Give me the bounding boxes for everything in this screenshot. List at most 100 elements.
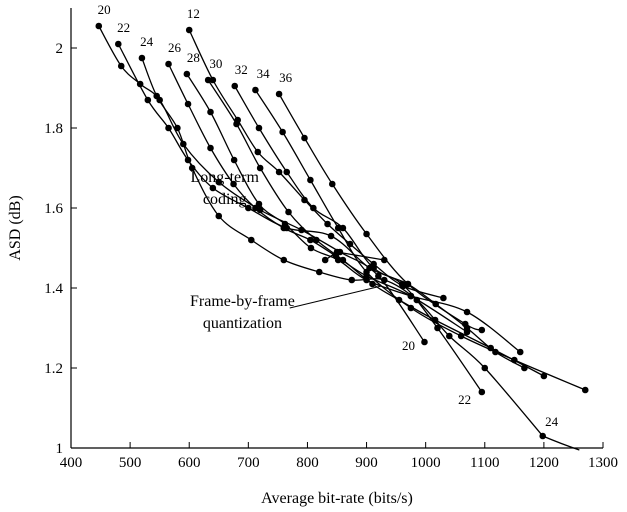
data-point <box>516 348 524 356</box>
data-point <box>215 212 223 220</box>
data-point <box>511 356 518 364</box>
curve-label: 22 <box>458 392 471 407</box>
data-point <box>307 176 314 184</box>
data-point <box>230 156 238 164</box>
curve-label: 24 <box>140 34 154 49</box>
y-tick-label: 1.4 <box>44 281 63 297</box>
data-point <box>440 294 447 302</box>
annotation-text: coding <box>203 191 247 208</box>
frame-by-frame-series-24 <box>138 54 580 451</box>
x-tick-label: 700 <box>237 455 260 471</box>
frame-by-frame-annotation: Frame-by-frame quantization <box>190 285 382 332</box>
x-tick-label: 500 <box>119 455 142 471</box>
curve-label: 30 <box>209 56 222 71</box>
frame-by-frame-series-22 <box>114 40 486 396</box>
data-point <box>165 60 172 68</box>
data-point <box>280 256 288 264</box>
y-tick-label: 1.2 <box>44 361 63 377</box>
data-point <box>301 196 308 204</box>
long-term-line <box>188 29 444 299</box>
data-point <box>185 26 193 34</box>
curve-label: 32 <box>235 62 248 77</box>
data-point <box>334 224 342 232</box>
annotation-text: Long-term <box>190 169 259 186</box>
data-point <box>327 232 335 240</box>
curve-label: 20 <box>402 338 415 353</box>
data-point <box>370 264 377 272</box>
data-point <box>283 168 291 176</box>
data-point <box>307 244 315 252</box>
x-tick-label: 1000 <box>411 455 441 471</box>
y-tick-label: 2 <box>56 41 64 57</box>
x-tick-label: 1200 <box>529 455 559 471</box>
long-term-series-36 <box>275 90 486 334</box>
data-point <box>95 22 103 30</box>
curve-label: 36 <box>279 70 293 85</box>
data-point <box>174 124 181 132</box>
x-tick-label: 400 <box>60 455 83 471</box>
long-term-series-34 <box>252 86 589 394</box>
long-term-line <box>186 73 521 353</box>
y-tick-label: 1.8 <box>44 121 63 137</box>
data-point <box>521 364 528 372</box>
axes: 400 500 600 700 800 900 1000 1100 1200 1300 1 1.2 1.… <box>44 8 618 471</box>
long-term-line <box>278 93 483 331</box>
data-point <box>165 124 172 132</box>
data-point <box>209 76 217 84</box>
long-term-series-28 <box>183 70 524 356</box>
data-point <box>275 90 283 98</box>
data-point <box>252 86 259 94</box>
data-point <box>328 180 336 188</box>
x-tick-label: 1300 <box>588 455 618 471</box>
data-point <box>333 248 341 256</box>
y-tick-label: 1.6 <box>44 201 63 217</box>
x-tick-label: 900 <box>355 455 378 471</box>
curve-label: 22 <box>117 20 130 35</box>
data-point <box>407 292 415 300</box>
data-point <box>463 308 471 316</box>
x-tick-label: 800 <box>296 455 319 471</box>
data-point <box>540 372 548 380</box>
long-term-series-12 <box>185 26 447 302</box>
data-point <box>363 268 370 276</box>
x-axis-label: Average bit-rate (bits/s) <box>261 490 413 507</box>
data-point <box>339 256 347 264</box>
data-point <box>369 280 376 288</box>
data-point <box>144 96 152 104</box>
data-point <box>407 304 415 312</box>
data-point <box>255 200 263 208</box>
data-point <box>138 54 146 62</box>
data-point <box>233 120 240 128</box>
data-point <box>230 180 237 188</box>
curve-label: 12 <box>187 6 200 21</box>
data-point <box>183 70 191 78</box>
data-point <box>204 76 212 84</box>
connector-series <box>321 248 388 264</box>
curve-label: 28 <box>187 50 200 65</box>
data-point <box>375 272 382 280</box>
data-point <box>247 236 255 244</box>
data-point <box>313 236 320 244</box>
data-point <box>279 128 286 136</box>
data-point <box>188 164 196 172</box>
data-point <box>478 388 486 396</box>
y-axis-label: ASD (dB) <box>7 195 24 260</box>
data-point <box>481 364 489 372</box>
data-point <box>231 82 239 90</box>
frame-by-frame-line <box>141 57 544 437</box>
data-point <box>209 184 217 192</box>
data-point <box>153 92 161 100</box>
data-point <box>421 338 428 346</box>
data-point <box>315 268 323 276</box>
curve-label: 26 <box>168 40 182 55</box>
data-point <box>255 124 263 132</box>
x-tick-label: 1100 <box>470 455 499 471</box>
curve-label: 20 <box>98 2 111 17</box>
data-point <box>275 168 283 176</box>
curve-label: 34 <box>257 66 271 81</box>
curve-labels: 20 22 24 26 28 30 12 32 34 36 20 22 24 <box>98 2 559 429</box>
data-point <box>285 208 292 216</box>
data-point <box>310 204 317 212</box>
annotations: Long-term coding Frame-by-frame quantizatio… <box>190 169 382 332</box>
